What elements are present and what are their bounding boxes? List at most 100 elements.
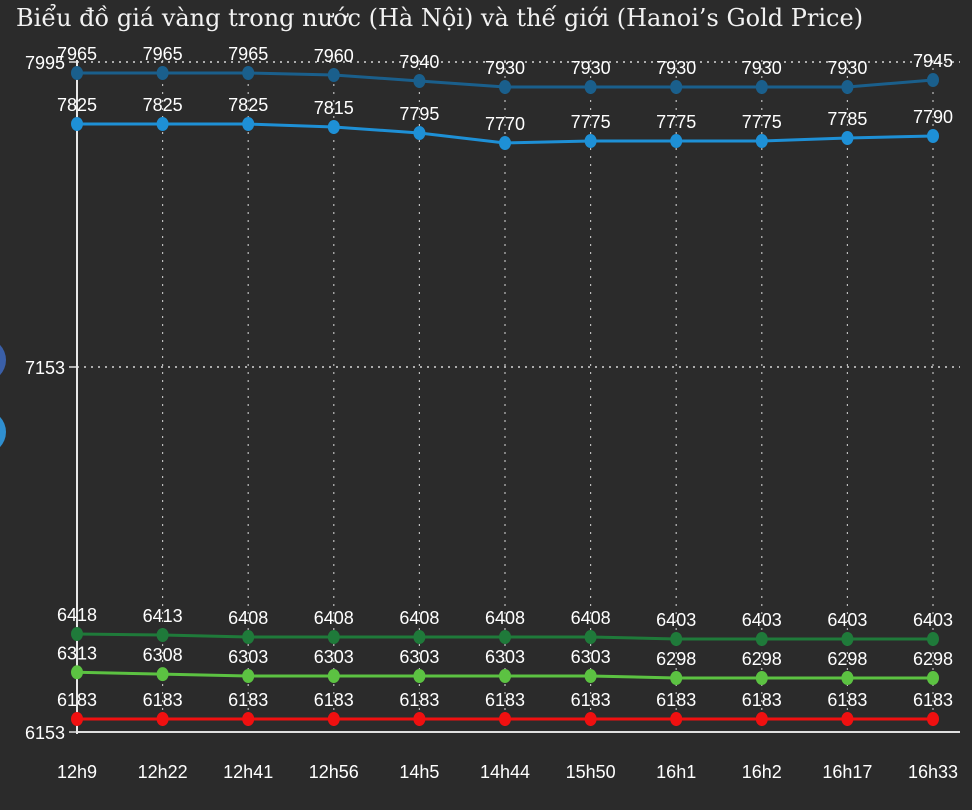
data-label: 6408 bbox=[571, 608, 611, 628]
data-point bbox=[927, 712, 939, 726]
data-point bbox=[327, 120, 340, 134]
data-label: 6183 bbox=[314, 690, 354, 710]
data-point bbox=[841, 632, 854, 646]
data-point bbox=[584, 669, 597, 683]
data-point bbox=[841, 712, 854, 726]
data-point bbox=[499, 136, 511, 150]
data-point bbox=[156, 712, 169, 726]
data-label: 6183 bbox=[827, 690, 867, 710]
data-label: 6408 bbox=[314, 608, 354, 628]
data-label: 6403 bbox=[742, 610, 782, 630]
data-point bbox=[242, 66, 255, 80]
data-point bbox=[841, 131, 854, 145]
data-label: 7945 bbox=[913, 51, 953, 71]
data-point bbox=[584, 630, 597, 644]
data-point bbox=[71, 712, 83, 726]
data-point bbox=[413, 74, 426, 88]
x-tick-label: 14h5 bbox=[399, 762, 439, 782]
data-label: 6183 bbox=[228, 690, 268, 710]
y-tick-label: 7995 bbox=[25, 53, 65, 73]
data-point bbox=[755, 632, 768, 646]
data-point bbox=[841, 671, 854, 685]
data-label: 6298 bbox=[827, 649, 867, 669]
x-tick-label: 16h33 bbox=[908, 762, 958, 782]
data-label: 7940 bbox=[399, 52, 439, 72]
data-point bbox=[927, 129, 939, 143]
data-point bbox=[413, 126, 426, 140]
data-point bbox=[927, 671, 939, 685]
data-point bbox=[670, 632, 683, 646]
data-label: 6303 bbox=[314, 647, 354, 667]
data-label: 6183 bbox=[742, 690, 782, 710]
data-label: 6308 bbox=[143, 645, 183, 665]
data-point bbox=[755, 712, 768, 726]
data-label: 7960 bbox=[314, 46, 354, 66]
data-label: 7930 bbox=[656, 58, 696, 78]
data-label: 7790 bbox=[913, 107, 953, 127]
y-tick-label: 7153 bbox=[25, 358, 65, 378]
data-point bbox=[499, 630, 511, 644]
data-label: 6303 bbox=[399, 647, 439, 667]
data-point bbox=[327, 630, 340, 644]
data-point bbox=[499, 669, 511, 683]
data-label: 7965 bbox=[143, 44, 183, 64]
data-label: 7825 bbox=[143, 95, 183, 115]
data-label: 6183 bbox=[485, 690, 525, 710]
data-point bbox=[584, 80, 597, 94]
data-label: 7785 bbox=[827, 109, 867, 129]
x-tick-label: 16h1 bbox=[656, 762, 696, 782]
data-label: 7795 bbox=[399, 104, 439, 124]
data-point bbox=[242, 669, 255, 683]
side-circle-top bbox=[0, 338, 6, 382]
data-label: 7825 bbox=[228, 95, 268, 115]
data-point bbox=[927, 73, 939, 87]
data-point bbox=[156, 66, 169, 80]
data-label: 7775 bbox=[742, 112, 782, 132]
data-point bbox=[242, 712, 255, 726]
data-label: 6313 bbox=[57, 643, 97, 663]
x-tick-label: 16h2 bbox=[742, 762, 782, 782]
data-point bbox=[156, 667, 169, 682]
data-label: 6303 bbox=[571, 647, 611, 667]
data-point bbox=[755, 80, 768, 94]
data-point bbox=[71, 117, 83, 131]
data-point bbox=[71, 627, 83, 641]
data-point bbox=[413, 630, 426, 644]
data-point bbox=[242, 117, 255, 131]
data-point bbox=[71, 66, 83, 80]
data-label: 7965 bbox=[57, 44, 97, 64]
data-point bbox=[71, 665, 83, 680]
data-label: 7775 bbox=[571, 112, 611, 132]
x-tick-label: 12h22 bbox=[138, 762, 188, 782]
x-tick-label: 12h9 bbox=[57, 762, 97, 782]
data-label: 7930 bbox=[571, 58, 611, 78]
data-label: 6183 bbox=[571, 690, 611, 710]
data-point bbox=[841, 80, 854, 94]
data-label: 6298 bbox=[742, 649, 782, 669]
data-point bbox=[499, 80, 511, 94]
y-tick-label: 6153 bbox=[25, 723, 65, 743]
data-label: 7965 bbox=[228, 44, 268, 64]
data-point bbox=[413, 669, 426, 683]
data-label: 7930 bbox=[827, 58, 867, 78]
data-point bbox=[670, 80, 683, 94]
data-label: 6303 bbox=[485, 647, 525, 667]
data-label: 7815 bbox=[314, 98, 354, 118]
data-point bbox=[327, 712, 340, 726]
data-point bbox=[670, 671, 683, 685]
data-label: 6183 bbox=[399, 690, 439, 710]
data-label: 6403 bbox=[656, 610, 696, 630]
data-label: 7930 bbox=[485, 58, 525, 78]
data-label: 6413 bbox=[143, 606, 183, 626]
data-label: 6183 bbox=[656, 690, 696, 710]
data-label: 6403 bbox=[913, 610, 953, 630]
data-point bbox=[584, 134, 597, 148]
data-point bbox=[670, 134, 683, 148]
data-label: 6183 bbox=[57, 690, 97, 710]
data-label: 6408 bbox=[228, 608, 268, 628]
data-point bbox=[327, 669, 340, 683]
data-point bbox=[242, 630, 255, 644]
data-point bbox=[327, 68, 340, 82]
data-point bbox=[584, 712, 597, 726]
side-circle-bottom bbox=[0, 410, 6, 454]
